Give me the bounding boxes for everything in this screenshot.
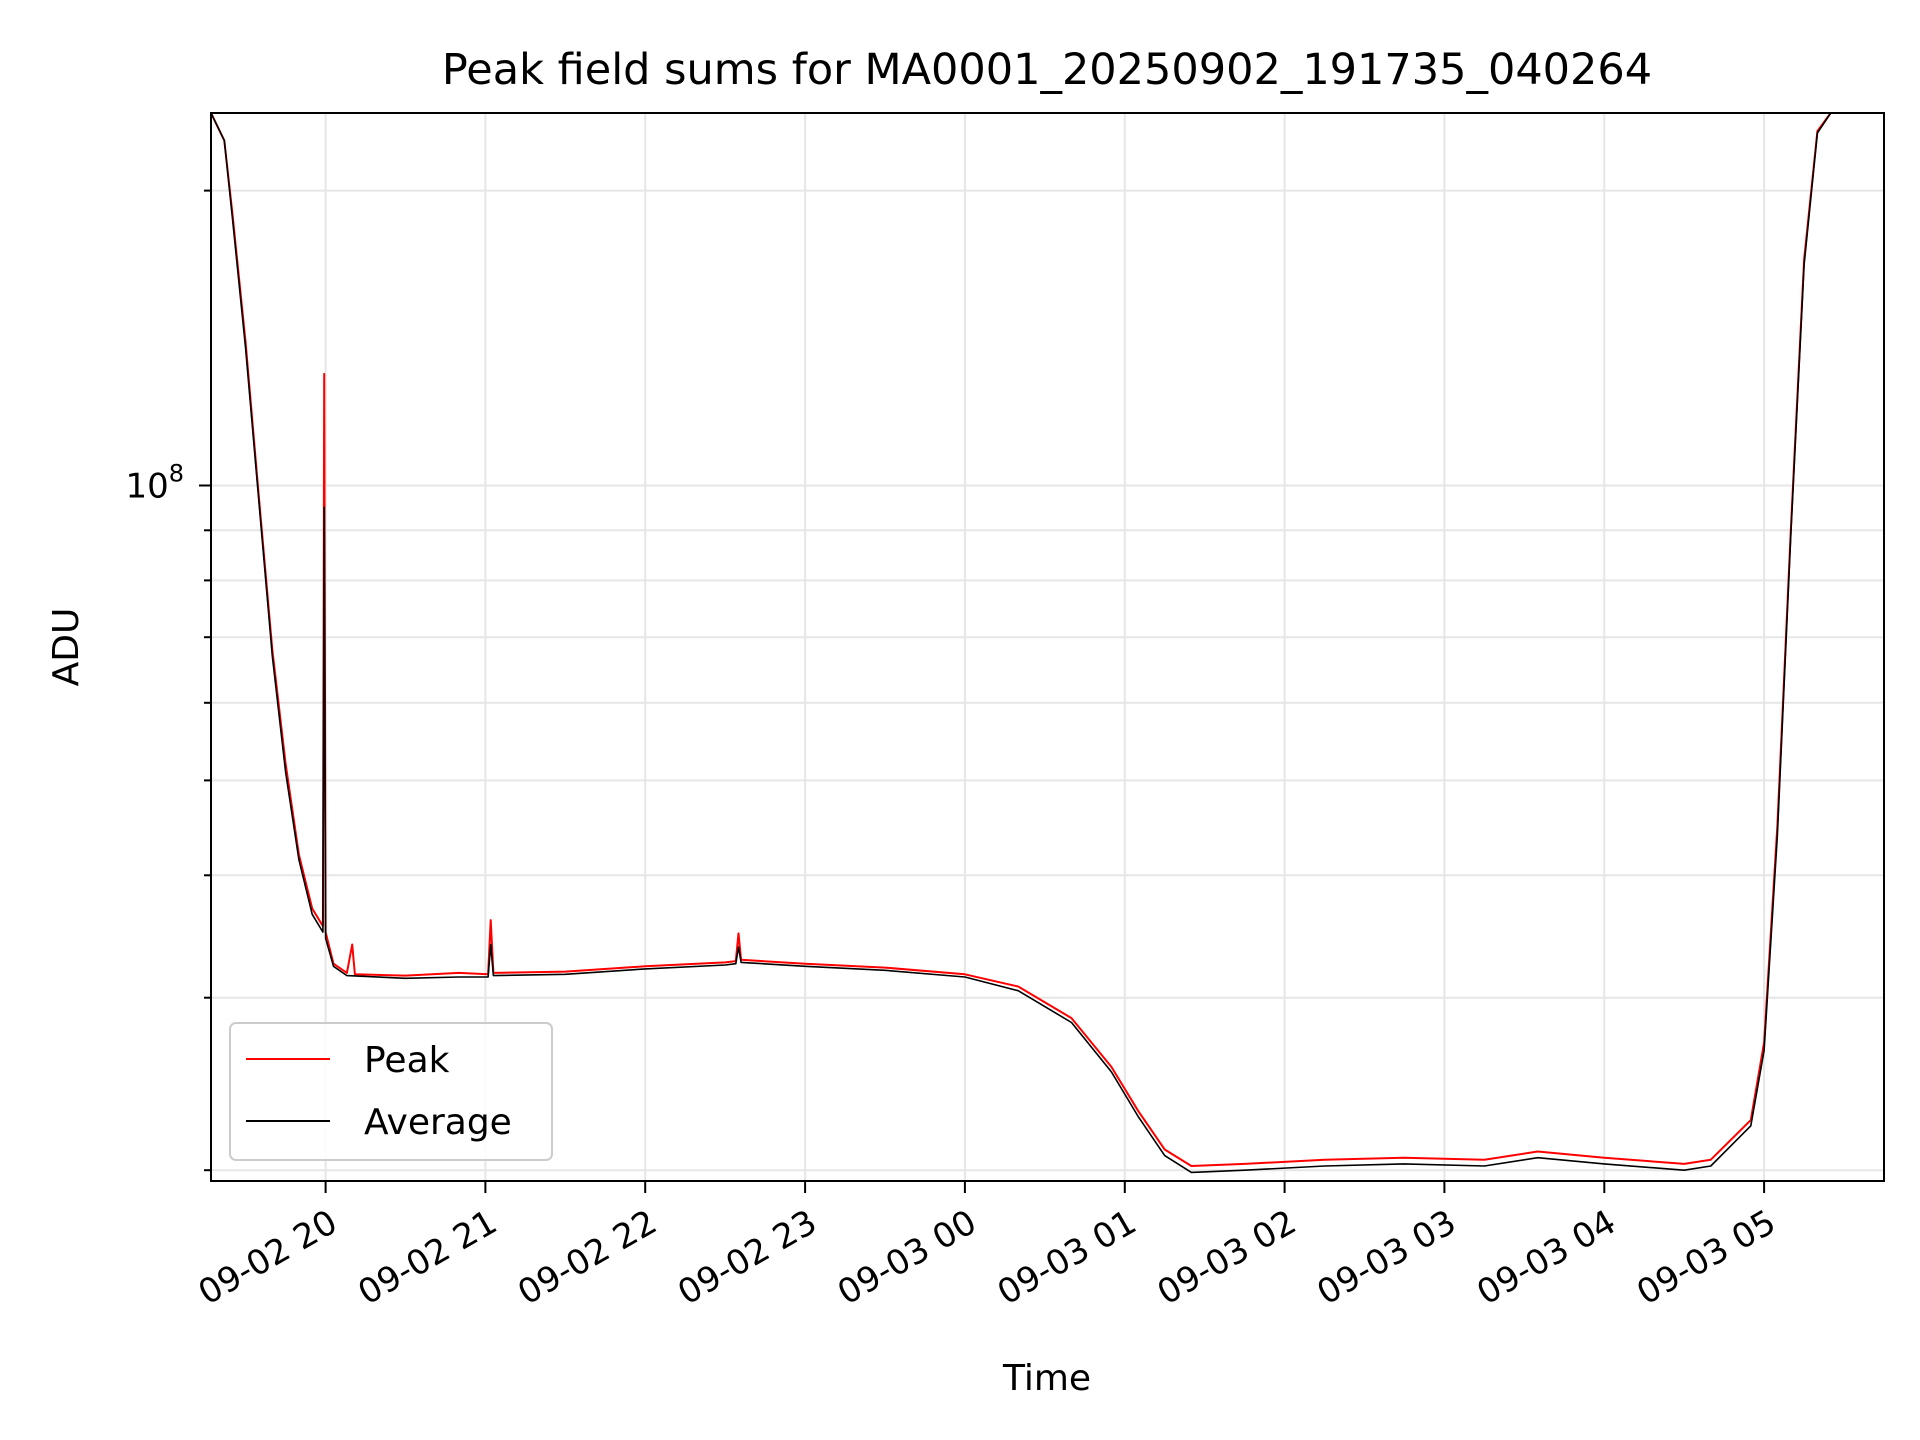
plot-frame [210,112,1885,1182]
legend: Peak Average [229,1022,553,1161]
series-line-average [211,113,1884,1174]
y-axis-label: ADU [46,608,87,687]
y-tick-label: 108 [125,460,184,507]
legend-box [229,1022,553,1161]
legend-label-average: Average [364,1102,512,1143]
series-layer [211,113,1884,1174]
y-tick-label-exponent: 8 [169,460,184,488]
x-axis-label: Time [1002,1358,1091,1399]
series-line-peak [211,113,1884,1167]
y-axis: 108 [125,189,211,1172]
legend-label-peak: Peak [364,1040,450,1081]
chart-title: Peak field sums for MA0001_20250902_1917… [442,45,1652,95]
y-tick-label-base: 10 [125,467,168,507]
